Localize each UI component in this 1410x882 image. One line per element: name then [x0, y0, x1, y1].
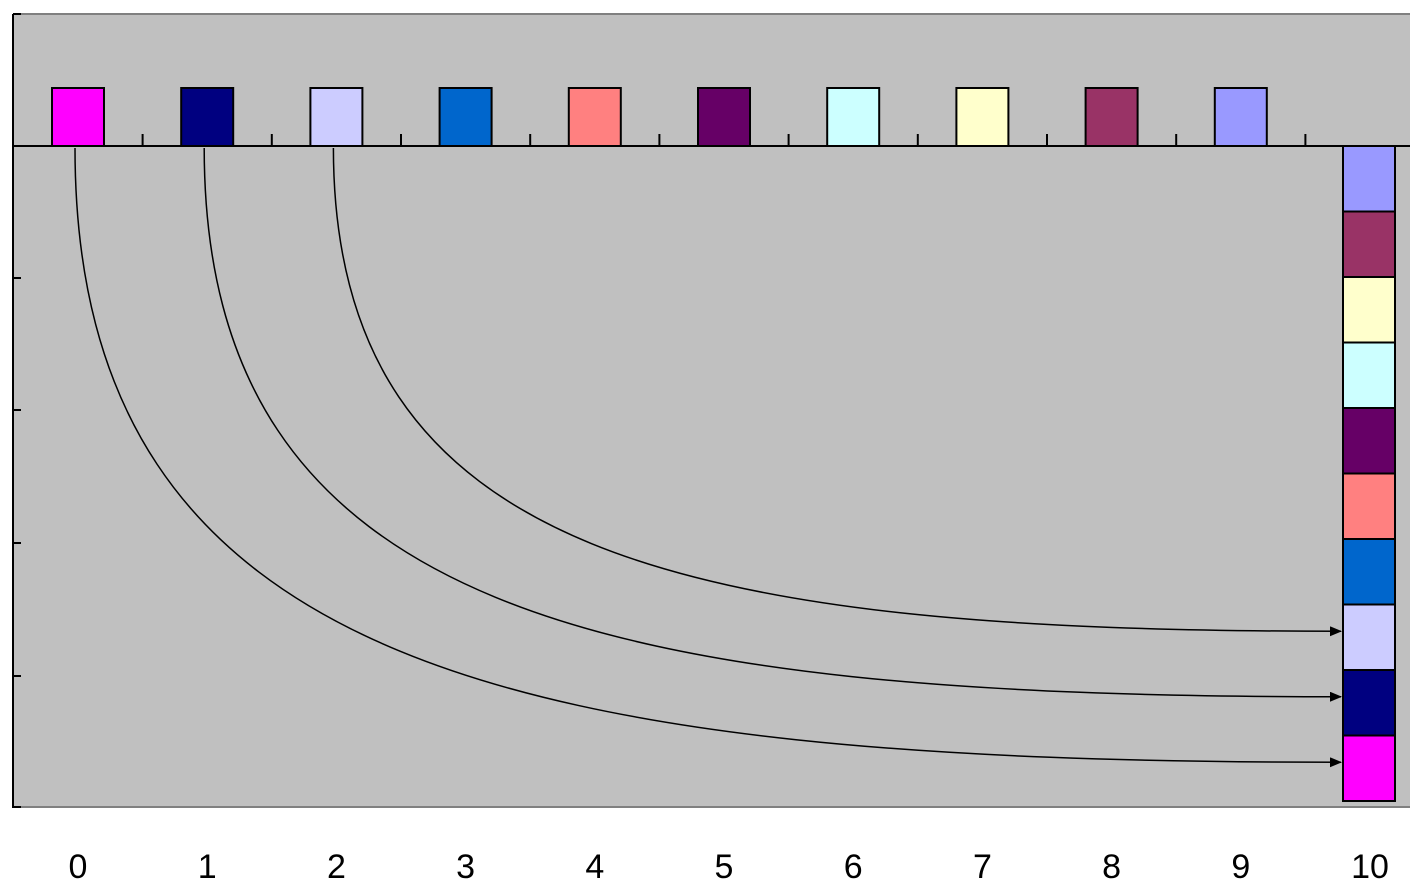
axis-label-10: 10	[1351, 848, 1389, 882]
stack-square-5	[1342, 407, 1396, 475]
source-square-4	[567, 87, 622, 147]
arrows	[74, 147, 1342, 768]
source-square-9	[1213, 87, 1268, 147]
axis-label-8: 8	[1102, 848, 1121, 882]
axis-label-5: 5	[715, 848, 734, 882]
horizontal-axis-ticks	[141, 134, 1307, 146]
source-square-5	[697, 87, 751, 147]
stack-square-6	[1342, 341, 1396, 409]
source-square-7	[955, 87, 1010, 147]
axis-label-6: 6	[844, 848, 863, 882]
stack-square-7	[1342, 276, 1396, 344]
arrow-2	[332, 147, 1342, 637]
axis-label-1: 1	[198, 848, 217, 882]
axis-label-7: 7	[973, 848, 992, 882]
source-square-3	[438, 87, 493, 147]
source-square-6	[826, 87, 881, 147]
stack-square-8	[1342, 210, 1396, 278]
axis-label-3: 3	[456, 848, 475, 882]
arrow-0	[74, 147, 1342, 768]
axis-label-2: 2	[327, 848, 346, 882]
source-square-1	[180, 87, 235, 147]
stack-square-1	[1342, 669, 1396, 737]
arrow-1	[203, 147, 1342, 702]
stack-square-3	[1342, 538, 1396, 606]
stack-square-9	[1342, 145, 1396, 213]
source-square-8	[1084, 87, 1139, 147]
axis-label-9: 9	[1231, 848, 1250, 882]
stack-square-4	[1342, 472, 1396, 540]
source-square-0	[51, 87, 105, 147]
source-square-2	[309, 87, 364, 147]
left-axis-ticks	[13, 13, 21, 808]
stacked-squares	[1342, 145, 1396, 802]
source-squares	[51, 87, 1268, 147]
axis-label-0: 0	[69, 848, 88, 882]
stack-square-2	[1342, 603, 1396, 671]
axis-label-4: 4	[585, 848, 604, 882]
stack-square-0	[1342, 734, 1396, 802]
axis-labels: 0 1 2 3 4 5 6 7 8 9 10	[69, 848, 1389, 882]
